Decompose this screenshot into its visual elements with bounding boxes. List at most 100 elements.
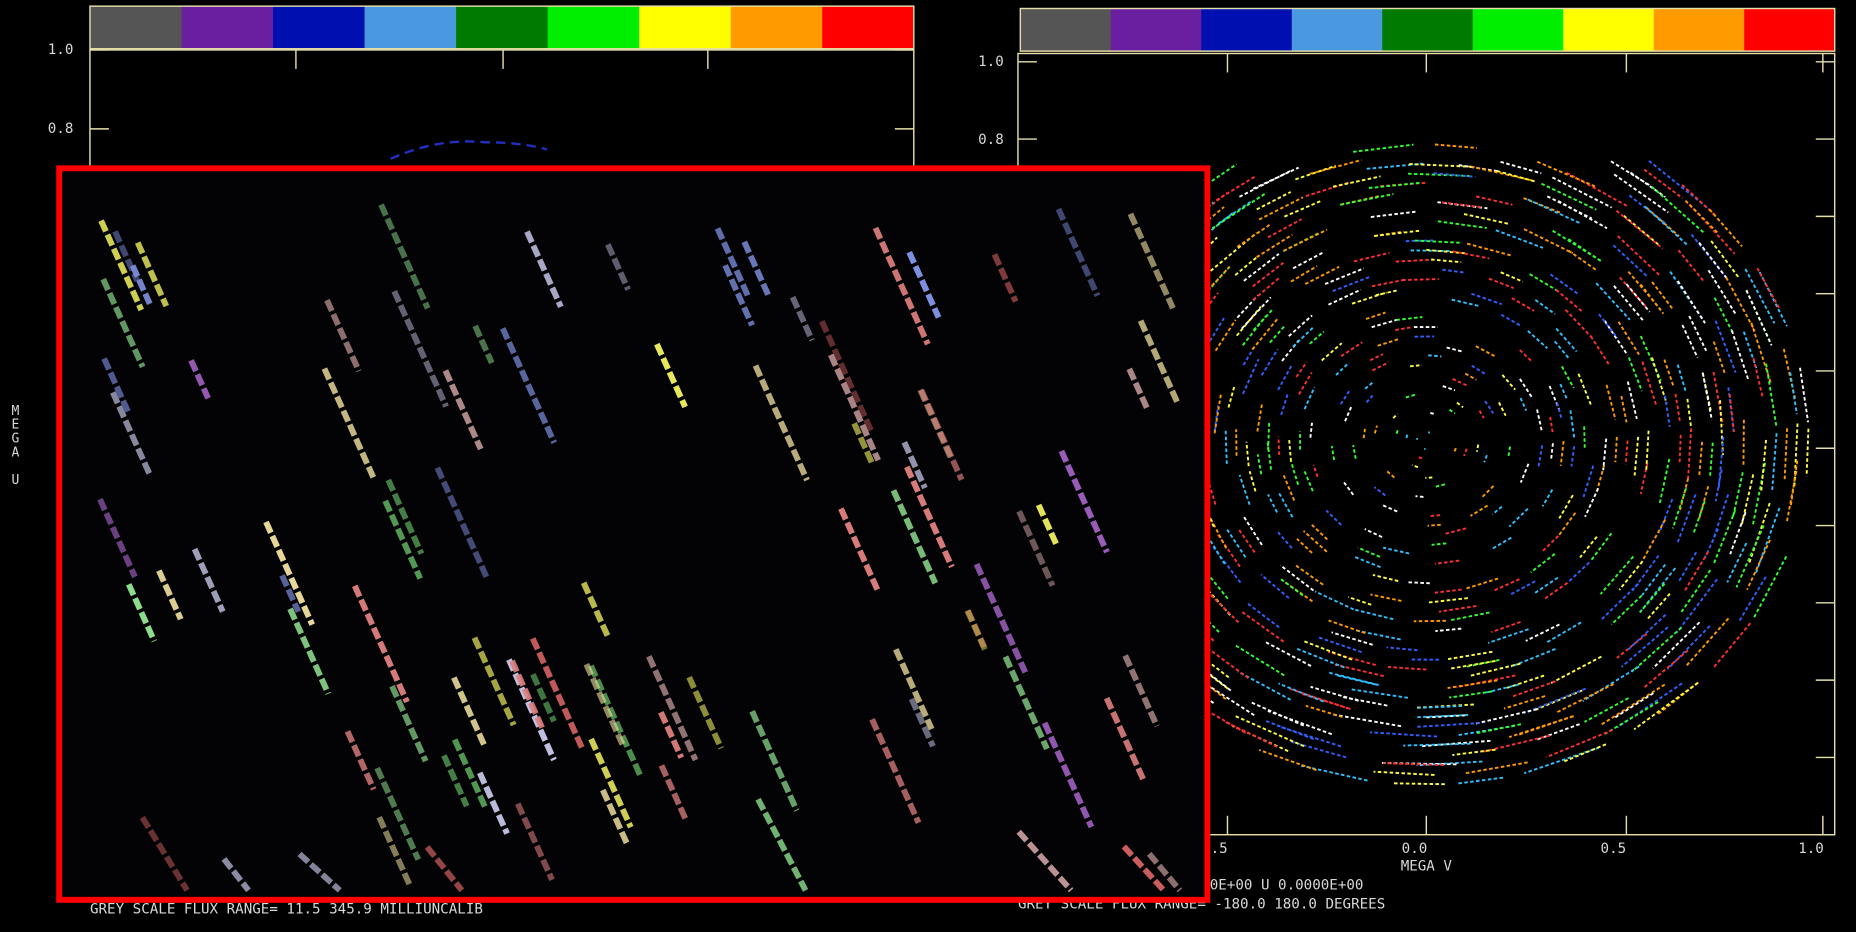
uv-track <box>1353 143 1414 153</box>
track-segment <box>385 478 425 555</box>
uv-track <box>1466 242 1513 257</box>
uv-track <box>1508 715 1574 738</box>
uv-track <box>1543 582 1568 600</box>
uv-track <box>1625 283 1651 313</box>
uv-track <box>1584 487 1600 518</box>
uv-track <box>1567 238 1603 263</box>
track-segment <box>600 788 631 847</box>
uv-track <box>1256 233 1293 258</box>
colorbar <box>1019 7 1836 52</box>
uv-track <box>1288 314 1313 337</box>
uv-track <box>1251 317 1279 351</box>
uv-track <box>1406 581 1430 585</box>
uv-track <box>1402 278 1439 282</box>
uv-track <box>1735 525 1765 588</box>
uv-track <box>1295 647 1345 669</box>
uv-track <box>1239 169 1292 198</box>
uv-track <box>1626 381 1638 420</box>
uv-track <box>1519 463 1530 483</box>
track-segment <box>1146 851 1183 893</box>
uv-track <box>1463 213 1509 225</box>
uv-track <box>1385 470 1395 479</box>
uv-track <box>1347 596 1372 606</box>
uv-track <box>1789 372 1798 415</box>
colorbar-swatch <box>547 6 640 49</box>
uv-track <box>1395 326 1411 331</box>
uv-track <box>1639 583 1666 614</box>
uv-track <box>1267 420 1271 451</box>
uv-track <box>1369 353 1384 362</box>
uv-track <box>1240 610 1285 643</box>
track-segment <box>279 574 302 613</box>
uv-track <box>1525 623 1560 642</box>
uv-track <box>1418 456 1423 460</box>
uv-track <box>1296 538 1313 554</box>
uv-track <box>1415 722 1480 728</box>
uv-track <box>1613 173 1669 214</box>
track-segment <box>1055 207 1101 297</box>
uv-track <box>1617 235 1662 277</box>
uv-track <box>1290 265 1318 283</box>
uv-track <box>1448 690 1493 699</box>
uv-track <box>1687 428 1693 479</box>
uv-track <box>1728 394 1735 432</box>
uv-track <box>1373 486 1386 497</box>
track-segment <box>221 857 251 893</box>
track-segment <box>100 277 146 369</box>
uv-track <box>1245 441 1250 467</box>
uv-track <box>1418 705 1463 709</box>
uv-track <box>1750 322 1772 384</box>
track-segment <box>906 250 942 319</box>
uv-track <box>1564 309 1593 339</box>
uv-track <box>1431 542 1447 546</box>
uv-track <box>1501 374 1516 391</box>
uv-track <box>1519 378 1533 398</box>
uv-track <box>1603 320 1629 356</box>
uv-track <box>1619 276 1648 309</box>
uv-track <box>1413 619 1446 623</box>
left-plot: MEGA U GREY SCALE FLUX RANGE= 11.5 345.9… <box>8 5 915 917</box>
uv-track <box>1615 209 1664 250</box>
uv-track <box>1758 271 1788 327</box>
track-segment <box>101 357 132 414</box>
uv-track <box>1684 200 1719 234</box>
uv-track <box>1457 776 1504 785</box>
x-tick-label: .5 <box>1211 841 1228 857</box>
uv-track <box>1475 195 1513 206</box>
uv-track <box>1756 267 1781 309</box>
uv-track <box>1214 319 1237 352</box>
uv-track <box>1569 410 1576 439</box>
uv-track <box>1442 385 1456 392</box>
uv-track <box>1503 695 1546 710</box>
uv-track <box>1430 412 1435 415</box>
uv-track <box>1233 714 1305 748</box>
uv-track <box>1680 569 1712 614</box>
track-segment <box>156 569 184 621</box>
uv-track <box>1314 590 1355 611</box>
uv-track <box>1746 539 1771 591</box>
track-segment <box>1041 721 1095 829</box>
uv-track <box>1510 648 1556 668</box>
track-segment <box>869 718 922 824</box>
uv-track <box>1639 519 1667 565</box>
uv-track <box>1671 487 1688 529</box>
y-tick-label: 1.0 <box>48 42 74 58</box>
uv-track <box>1456 401 1464 409</box>
uv-track <box>1681 184 1718 218</box>
colorbar-swatch <box>364 6 457 49</box>
uv-track <box>1288 740 1347 759</box>
uv-track <box>1641 563 1667 596</box>
uv-track <box>1469 662 1521 677</box>
uv-track <box>1434 588 1462 594</box>
uv-track <box>1617 321 1640 356</box>
uv-track <box>1305 181 1351 198</box>
uv-track <box>1357 546 1381 558</box>
track-segment <box>605 243 631 291</box>
uv-track <box>1450 660 1496 670</box>
uv-track <box>1536 409 1543 432</box>
y-tick-label: 1.0 <box>978 54 1004 70</box>
uv-track <box>1317 636 1362 654</box>
uv-track <box>1566 561 1590 584</box>
colorbar-swatch <box>181 6 274 49</box>
